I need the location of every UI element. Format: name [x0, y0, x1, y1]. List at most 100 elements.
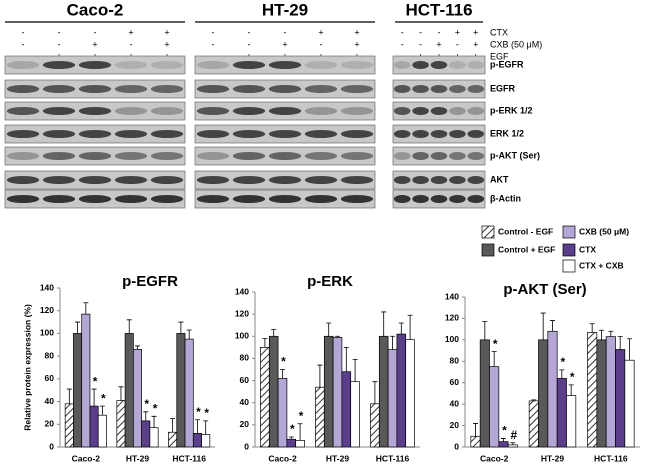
protein-label: EGFR: [490, 83, 516, 93]
y-axis-label: Relative protein expression (%): [22, 304, 32, 431]
blot-band: [150, 61, 184, 69]
error-bar: [99, 405, 105, 416]
bar: [81, 313, 91, 448]
error-bar: [407, 314, 413, 340]
error-bar: [262, 338, 268, 348]
legend-label: Control - EGF: [498, 226, 553, 236]
blot-band: [430, 176, 448, 184]
treatment-sign: -: [212, 27, 215, 37]
blot-band: [196, 61, 230, 69]
x-tick-label: Caco-2: [268, 453, 297, 463]
y-tick-label: 100: [235, 331, 249, 341]
bar: [624, 359, 635, 448]
y-tick-label: 40: [45, 396, 55, 406]
protein-label: p-AKT (Ser): [490, 150, 540, 160]
treatment-sign: -: [248, 39, 251, 49]
significance-mark: *: [560, 355, 565, 369]
legend-swatch: [562, 259, 576, 273]
blot-band: [304, 176, 338, 184]
blot-band: [340, 195, 374, 203]
error-bar: [559, 369, 565, 379]
bar: [315, 386, 325, 448]
blot-band: [340, 61, 374, 69]
blot-band: [6, 61, 40, 69]
bar: [295, 440, 305, 448]
error-bar: [390, 335, 395, 350]
error-bar: [335, 335, 340, 338]
blot-band: [232, 107, 266, 115]
error-bar: [326, 322, 332, 337]
blot-band: [268, 85, 302, 93]
blot-band: [467, 61, 485, 69]
legend-swatch: [562, 243, 576, 257]
blot-band: [430, 195, 448, 203]
bar: [538, 339, 549, 448]
protein-label: β-Actin: [490, 193, 521, 203]
blot-band: [393, 130, 411, 138]
error-bar: [501, 438, 506, 442]
treatment-sign: -: [401, 39, 404, 49]
blot-band: [114, 107, 148, 115]
legend-swatch: [562, 225, 576, 239]
blot-band: [42, 152, 76, 160]
blot-band: [340, 130, 374, 138]
cell-line-title: HCT-116: [405, 0, 472, 19]
x-tick-label: HT-29: [541, 453, 564, 463]
bar: [596, 339, 607, 448]
blot-band: [232, 176, 266, 184]
blot-band: [42, 176, 76, 184]
bar: [133, 348, 142, 448]
blot-band: [304, 85, 338, 93]
error-bar: [135, 345, 140, 350]
blot-band: [150, 152, 184, 160]
blot-band: [114, 61, 148, 69]
bar: [479, 339, 490, 448]
blot-band: [232, 152, 266, 160]
blot-band: [268, 195, 302, 203]
blot-band: [304, 152, 338, 160]
y-tick-label: 140: [40, 282, 54, 292]
bar: [73, 333, 83, 448]
blot-band: [268, 61, 302, 69]
blot-band: [340, 85, 374, 93]
blot-band: [42, 130, 76, 138]
treatment-sign: -: [320, 39, 323, 49]
blot-band: [412, 61, 429, 69]
y-tick-label: 0: [454, 441, 459, 451]
blot-band: [449, 130, 466, 138]
significance-mark: *: [196, 405, 201, 419]
blot-band: [268, 107, 302, 115]
treatment-sign: -: [419, 27, 422, 37]
blot-band: [6, 130, 40, 138]
blot-band: [340, 152, 374, 160]
error-bar: [151, 415, 157, 428]
blot-band: [393, 107, 411, 115]
y-tick-label: 20: [45, 419, 55, 429]
y-tick-label: 20: [450, 420, 460, 430]
error-bar: [589, 323, 595, 333]
significance-mark: *: [299, 409, 304, 423]
treatment-sign: -: [419, 39, 422, 49]
blot-band: [196, 152, 230, 160]
error-bar: [143, 411, 149, 421]
error-bar: [627, 338, 632, 361]
x-tick-label: HT-29: [126, 453, 149, 463]
blot-band: [78, 195, 112, 203]
error-bar: [381, 311, 387, 337]
y-tick-label: 60: [240, 375, 250, 385]
treatment-sign: +: [354, 27, 359, 37]
error-bar: [203, 420, 209, 435]
blot-band: [6, 195, 40, 203]
blot-band: [114, 152, 148, 160]
blot-band: [412, 130, 429, 138]
blot-band: [467, 130, 485, 138]
blot-band: [449, 107, 466, 115]
bar: [387, 349, 398, 448]
significance-mark: *: [144, 397, 149, 411]
x-tick-label: Caco-2: [72, 453, 101, 463]
blot-band: [232, 195, 266, 203]
legend-swatch: [481, 225, 495, 239]
bar: [470, 435, 481, 448]
blot-band: [196, 85, 230, 93]
blot-band: [412, 85, 429, 93]
